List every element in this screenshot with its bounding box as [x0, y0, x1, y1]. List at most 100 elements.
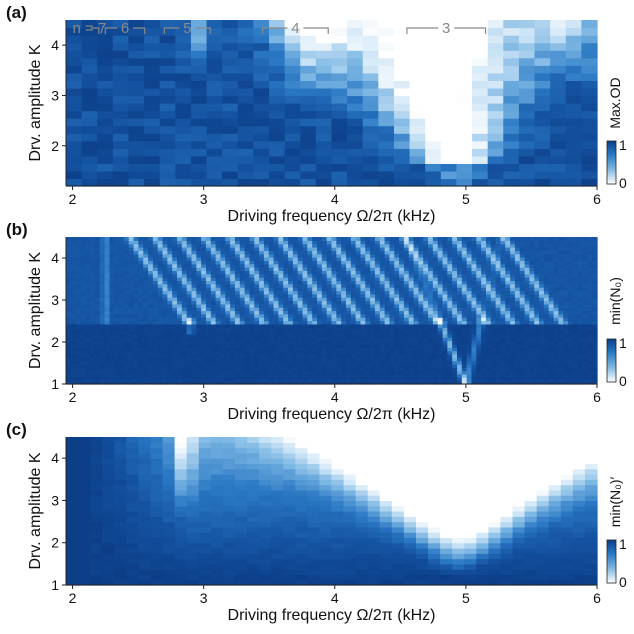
heatmap-cell [104, 300, 111, 305]
heatmap-cell [128, 360, 135, 365]
heatmap-cell [393, 95, 411, 104]
heatmap-cell [428, 240, 434, 245]
heatmap-cell [409, 163, 426, 172]
heatmap-cell [466, 353, 473, 358]
heatmap-cell [403, 380, 410, 385]
heatmap-cell [408, 253, 415, 258]
heatmap-cell [534, 42, 551, 51]
heatmap-cell [94, 357, 101, 362]
heatmap-cell [104, 370, 111, 375]
heatmap-cell [152, 323, 159, 328]
heatmap-cell [432, 300, 439, 305]
heatmap-cell [210, 327, 217, 332]
heatmap-cell [440, 87, 458, 97]
heatmap-cell [355, 357, 362, 362]
heatmap-cell [581, 103, 598, 112]
heatmap-cell [128, 347, 135, 352]
heatmap-cell [471, 337, 477, 342]
heatmap-cell [321, 360, 328, 365]
heatmap-cell [144, 178, 161, 187]
heatmap-cell [399, 287, 405, 292]
heatmap-cell [148, 347, 154, 352]
heatmap-cell [461, 307, 468, 312]
heatmap-cell [331, 347, 337, 352]
heatmap-cell [355, 347, 362, 352]
heatmap-cell [524, 363, 531, 368]
heatmap-cell [128, 317, 135, 322]
heatmap-cell [485, 337, 492, 342]
heatmap-cell [94, 267, 101, 272]
heatmap-cell [471, 327, 477, 332]
heatmap-cell [500, 260, 506, 265]
heatmap-cell [447, 290, 453, 295]
heatmap-cell [175, 27, 192, 36]
heatmap-cell [162, 270, 168, 275]
heatmap-cell [418, 273, 424, 278]
heatmap-cell [461, 260, 468, 265]
heatmap-cell [259, 290, 265, 295]
heatmap-cell [70, 297, 77, 302]
heatmap-cell [175, 57, 192, 66]
heatmap-cell [466, 263, 473, 268]
heatmap-cell [347, 87, 364, 97]
heatmap-cell [331, 133, 348, 142]
heatmap-cell [302, 323, 308, 328]
heatmap-cell [112, 178, 130, 187]
heatmap-cell [239, 320, 246, 325]
heatmap-cell [425, 57, 442, 66]
heatmap-cell [128, 310, 135, 315]
heatmap-cell [379, 290, 386, 295]
heatmap-cell [143, 323, 149, 328]
heatmap-cell [66, 42, 83, 51]
heatmap-cell [181, 263, 188, 268]
heatmap-cell [70, 360, 77, 365]
heatmap-cell [283, 270, 289, 275]
heatmap-cell [495, 293, 502, 298]
heatmap-cell [259, 280, 265, 285]
heatmap-cell [220, 297, 226, 302]
heatmap-cell [379, 313, 386, 318]
heatmap-cell [119, 323, 125, 328]
heatmap-cell [123, 327, 130, 332]
heatmap-cell [384, 337, 391, 342]
heatmap-cell [222, 42, 239, 51]
heatmap-cell [80, 340, 86, 345]
heatmap-cell [423, 260, 429, 265]
heatmap-cell [104, 260, 111, 265]
heatmap-cell [85, 273, 91, 278]
heatmap-cell [432, 377, 439, 382]
heatmap-cell [374, 343, 381, 348]
heatmap-cell [300, 95, 317, 104]
heatmap-cell [519, 370, 526, 375]
heatmap-cell [215, 237, 222, 241]
heatmap-cell [80, 347, 86, 352]
heatmap-cell [581, 118, 598, 127]
heatmap-cell [461, 270, 468, 275]
heatmap-cell [384, 327, 391, 332]
heatmap-cell [466, 257, 473, 261]
heatmap-cell [524, 337, 531, 342]
heatmap-cell [177, 320, 183, 325]
heatmap-cell [442, 273, 448, 278]
heatmap-cell [283, 347, 289, 352]
heatmap-cell [288, 347, 294, 352]
heatmap-cell [112, 35, 130, 44]
heatmap-cell [428, 257, 434, 261]
heatmap-cell [312, 270, 318, 275]
heatmap-cell [403, 307, 410, 312]
heatmap-cell [403, 280, 410, 285]
heatmap-cell [284, 27, 301, 36]
heatmap-cell [172, 327, 178, 332]
heatmap-cell [321, 320, 328, 325]
heatmap-cell [418, 237, 424, 241]
heatmap-cell [519, 377, 526, 382]
heatmap-cell [80, 373, 86, 378]
heatmap-cell [394, 343, 400, 348]
heatmap-cell [269, 140, 286, 149]
heatmap-cell [191, 260, 197, 265]
heatmap-cell [510, 377, 516, 382]
heatmap-cell [345, 360, 352, 365]
heatmap-cell [336, 363, 342, 368]
heatmap-cell [317, 377, 323, 382]
heatmap-cell [85, 267, 91, 272]
